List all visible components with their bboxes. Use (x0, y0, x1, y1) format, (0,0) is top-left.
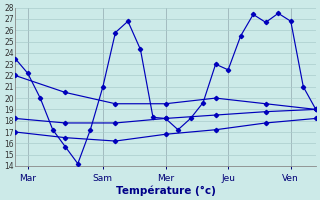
X-axis label: Température (°c): Température (°c) (116, 185, 215, 196)
